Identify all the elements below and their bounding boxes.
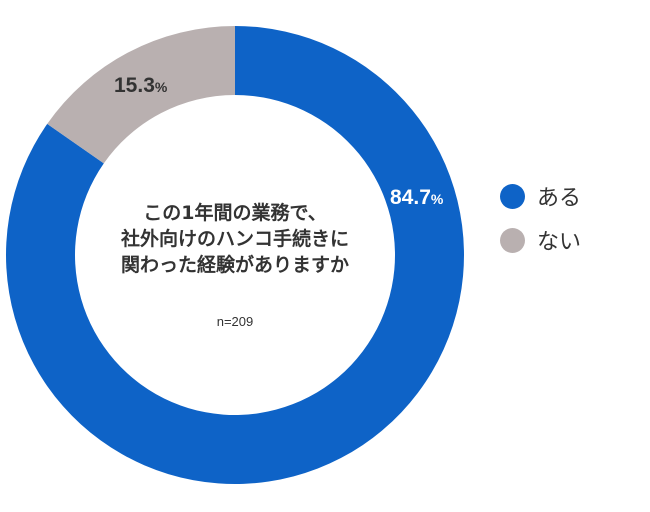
legend: ある ない (500, 174, 581, 262)
legend-label: ない (537, 230, 582, 255)
slice-label-aru: 84.7% (390, 186, 444, 209)
chart-question-title: この1年間の業務で、 社外向けのハンコ手続きに 関わった経験がありますか (95, 200, 375, 278)
legend-item-aru: ある (500, 174, 581, 218)
legend-item-nai: ない (500, 218, 581, 262)
title-line-1: この1年間の業務で、 (143, 202, 327, 224)
legend-label: ある (537, 186, 582, 211)
sample-size-label: n=209 (216, 314, 254, 329)
legend-dot-icon (500, 183, 525, 209)
donut-slice-aru (6, 26, 464, 485)
donut-slice-nai (47, 26, 235, 164)
legend-dot-icon (500, 227, 525, 253)
title-line-3: 関わった経験がありますか (120, 254, 349, 276)
title-line-2: 社外向けのハンコ手続きに (120, 228, 349, 250)
slice-label-nai: 15.3% (114, 74, 168, 97)
